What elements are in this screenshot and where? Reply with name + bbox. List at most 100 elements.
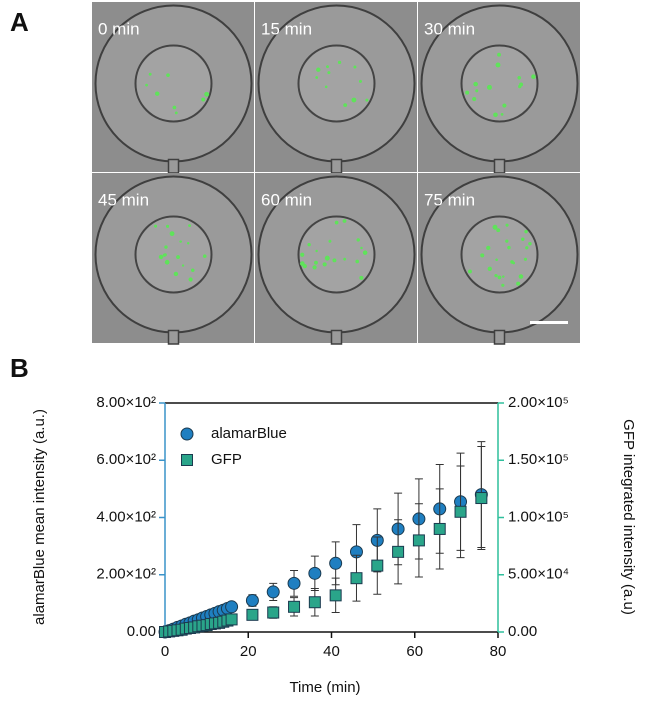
cell	[528, 242, 532, 246]
cell	[164, 259, 170, 265]
cell	[181, 264, 185, 267]
y-tick-label: 6.00×10²	[96, 451, 156, 468]
chamber-inner	[134, 215, 213, 294]
cell	[495, 258, 498, 262]
cell	[148, 72, 152, 76]
cell	[164, 245, 168, 249]
cell	[314, 260, 318, 265]
cell	[324, 85, 328, 89]
cell	[328, 239, 332, 243]
cell	[500, 113, 504, 116]
micrograph-grid: 0 min 15 min 30 min 45 min 60 min 75 min	[92, 2, 580, 345]
cell	[204, 91, 210, 97]
cell	[465, 90, 470, 95]
channel	[167, 329, 180, 345]
cell	[468, 269, 472, 274]
channel	[330, 158, 343, 174]
cell	[531, 74, 536, 79]
frame-label: 15 min	[261, 19, 312, 38]
cell	[356, 238, 360, 242]
point	[371, 559, 384, 572]
y-tick-label: 2.00×10²	[96, 566, 156, 583]
cell	[523, 257, 528, 261]
cell	[512, 261, 516, 265]
cell	[496, 228, 501, 233]
cell	[302, 264, 307, 269]
x-tick-label: 60	[406, 643, 423, 660]
point	[225, 600, 239, 614]
cell	[492, 224, 498, 230]
point	[454, 505, 467, 518]
cell	[493, 112, 498, 118]
point	[329, 589, 342, 602]
point	[392, 545, 405, 558]
cell	[359, 275, 364, 280]
cell	[154, 224, 158, 228]
cell	[155, 91, 160, 96]
x-tick-label: 40	[323, 643, 340, 660]
cell	[487, 266, 492, 271]
cell	[307, 242, 311, 247]
panel-letter: A	[10, 7, 29, 37]
point	[246, 608, 259, 621]
cell	[472, 97, 477, 102]
cell	[495, 62, 501, 68]
point	[225, 613, 238, 626]
point	[308, 566, 322, 580]
cell	[475, 89, 479, 93]
cell	[179, 240, 182, 243]
legend-label: alamarBlue	[211, 425, 287, 442]
y2-tick-label: 5.00×10⁴	[508, 566, 569, 583]
cell	[174, 111, 178, 115]
cell	[524, 229, 528, 234]
y-tick-label: 0.00	[127, 623, 156, 640]
panel-letter: B	[10, 353, 29, 383]
cell	[519, 82, 524, 87]
cell	[516, 281, 521, 286]
cell	[517, 76, 521, 80]
cell	[480, 253, 485, 258]
channel	[493, 329, 506, 345]
point	[288, 600, 301, 613]
x-tick-label: 20	[240, 643, 257, 660]
channel	[493, 158, 506, 174]
cell	[173, 271, 179, 277]
y2-tick-label: 2.00×10⁵	[508, 394, 569, 411]
cell	[188, 277, 193, 282]
legend-marker	[181, 454, 193, 466]
cell	[497, 275, 502, 280]
cell	[494, 273, 498, 278]
y-axis-title: alamarBlue mean intensity (a.u.)	[31, 409, 48, 625]
channel	[330, 329, 343, 345]
cell	[315, 76, 319, 79]
cell	[505, 223, 509, 227]
cell	[166, 224, 170, 228]
point	[266, 585, 280, 599]
cell	[486, 245, 491, 250]
point	[329, 556, 343, 570]
cell	[486, 84, 492, 90]
cell	[176, 255, 180, 259]
cell	[353, 65, 357, 69]
cell	[315, 249, 318, 253]
point	[308, 596, 321, 609]
cell	[158, 254, 164, 260]
y-tick-label: 4.00×10²	[96, 508, 156, 525]
cell	[332, 258, 337, 263]
chamber-inner	[297, 44, 376, 123]
cell	[518, 274, 524, 279]
cell	[337, 60, 342, 65]
point	[475, 492, 488, 505]
y-tick-label: 8.00×10²	[96, 394, 156, 411]
cell	[497, 52, 501, 57]
cell	[324, 255, 330, 261]
x-tick-label: 0	[161, 643, 169, 660]
cell	[186, 242, 190, 245]
cell	[191, 268, 195, 272]
scale-bar	[530, 321, 568, 324]
frame-label: 30 min	[424, 19, 475, 38]
cell	[312, 265, 317, 270]
x-tick-label: 80	[490, 643, 507, 660]
cell	[188, 224, 191, 227]
cell	[502, 103, 507, 108]
